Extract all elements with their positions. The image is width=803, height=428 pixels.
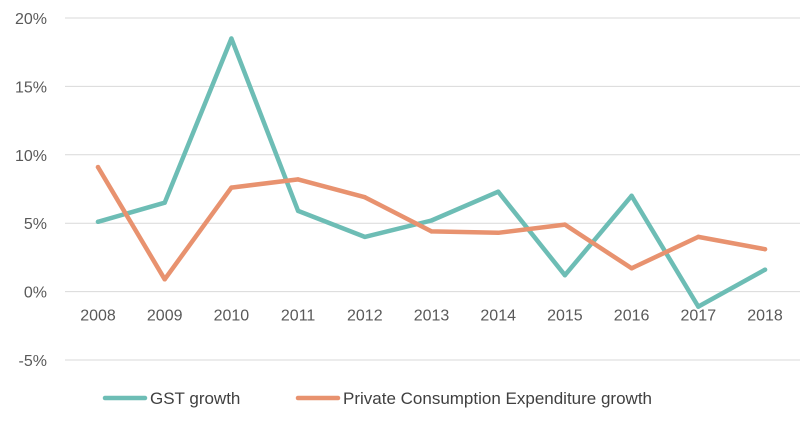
- x-tick-label: 2013: [414, 308, 450, 325]
- x-axis-tick-labels: 2008 2009 2010 2011 2012 2013 2014 2015 2016 2017…: [80, 308, 783, 325]
- data-point: [429, 218, 434, 223]
- data-point: [696, 234, 701, 240]
- data-point: [496, 230, 501, 235]
- data-point: [762, 246, 768, 252]
- data-point: [362, 195, 367, 200]
- data-point: [162, 277, 167, 282]
- x-tick-label: 2010: [214, 308, 250, 325]
- data-point: [629, 266, 634, 271]
- data-point: [762, 267, 768, 272]
- data-point: [562, 272, 568, 278]
- data-point: [562, 222, 568, 227]
- y-tick-label: 0%: [24, 285, 47, 302]
- data-point: [95, 164, 101, 170]
- legend-label: Private Consumption Expenditure growth: [343, 389, 652, 408]
- data-point: [629, 193, 634, 199]
- data-point: [496, 189, 501, 194]
- gridlines: [65, 17, 800, 361]
- x-tick-label: 2018: [747, 308, 783, 325]
- x-tick-label: 2014: [480, 308, 516, 325]
- x-tick-label: 2017: [681, 308, 717, 325]
- y-tick-label: 15%: [15, 79, 47, 96]
- y-axis-tick-labels: -5% 0% 5% 10% 15% 20%: [15, 11, 47, 370]
- y-tick-label: 5%: [24, 216, 47, 233]
- x-tick-label: 2009: [147, 308, 183, 325]
- data-point: [229, 185, 234, 190]
- x-tick-label: 2012: [347, 308, 383, 325]
- y-tick-label: -5%: [19, 353, 47, 370]
- legend: GST growth Private Consumption Expenditur…: [102, 389, 652, 408]
- data-point: [95, 219, 101, 225]
- y-tick-label: 10%: [15, 148, 47, 165]
- data-point: [696, 304, 701, 309]
- data-point: [295, 208, 301, 214]
- x-tick-label: 2015: [547, 308, 583, 325]
- x-tick-label: 2011: [281, 308, 316, 325]
- data-point: [162, 200, 167, 205]
- legend-label: GST growth: [150, 389, 240, 408]
- y-tick-label: 20%: [15, 11, 47, 28]
- data-point: [229, 36, 234, 41]
- data-point: [362, 234, 367, 240]
- data-point: [295, 177, 301, 182]
- x-tick-label: 2008: [80, 308, 116, 325]
- series-lines: [95, 36, 768, 309]
- x-tick-label: 2016: [614, 308, 650, 325]
- series-line-gst-growth: [95, 36, 768, 309]
- data-point: [429, 229, 434, 234]
